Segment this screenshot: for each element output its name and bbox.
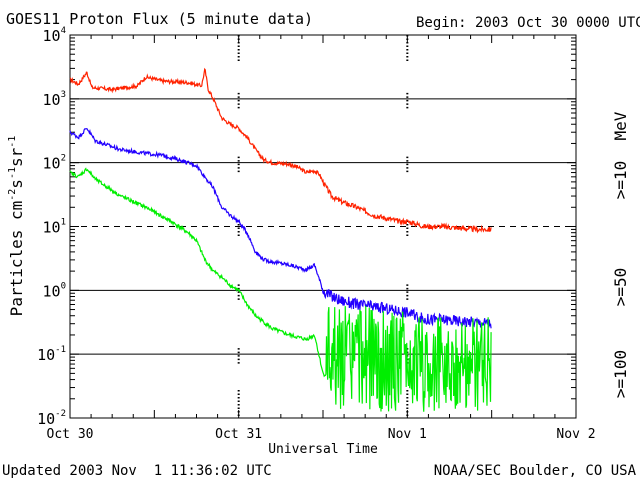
- label-mev: MeV: [611, 111, 630, 140]
- x-tick-label-2: Nov 1: [388, 427, 427, 442]
- x-axis-label: Universal Time: [268, 442, 378, 457]
- y-tick-label-6: 10-2: [37, 409, 66, 428]
- footer-credit: NOAA/SEC Boulder, CO USA: [434, 463, 637, 479]
- footer-updated: Updated 2003 Nov 1 11:36:02 UTC: [2, 463, 272, 479]
- chart-title: GOES11 Proton Flux (5 minute data): [6, 10, 313, 28]
- y-tick-label-3: 101: [43, 218, 66, 237]
- y-tick-label-5: 10-1: [37, 345, 66, 364]
- series-line-ge10mev: [69, 67, 492, 234]
- y-axis-label: Particles cm-2s-1sr-1: [7, 136, 26, 317]
- x-tick-label-3: Nov 2: [556, 427, 595, 442]
- label-ge100: >=100: [611, 350, 630, 398]
- series-line-ge100mev: [69, 167, 492, 412]
- begin-label: Begin: 2003 Oct 30 0000 UTC: [416, 15, 640, 31]
- x-axis-ticks: Oct 30 Oct 31 Nov 1 Nov 2: [47, 35, 596, 442]
- y-tick-label-1: 103: [43, 90, 66, 109]
- threshold-lines: [70, 98, 576, 355]
- flux-series: [69, 67, 492, 412]
- label-ge10: >=10: [611, 161, 630, 200]
- y-tick-label-4: 100: [43, 281, 66, 300]
- x-tick-label-0: Oct 30: [47, 427, 94, 442]
- label-ge50: >=50: [611, 268, 630, 307]
- y-tick-label-0: 104: [43, 26, 66, 45]
- y-tick-label-2: 102: [43, 154, 66, 173]
- series-line-ge50mev: [69, 128, 492, 329]
- x-tick-label-1: Oct 31: [215, 427, 262, 442]
